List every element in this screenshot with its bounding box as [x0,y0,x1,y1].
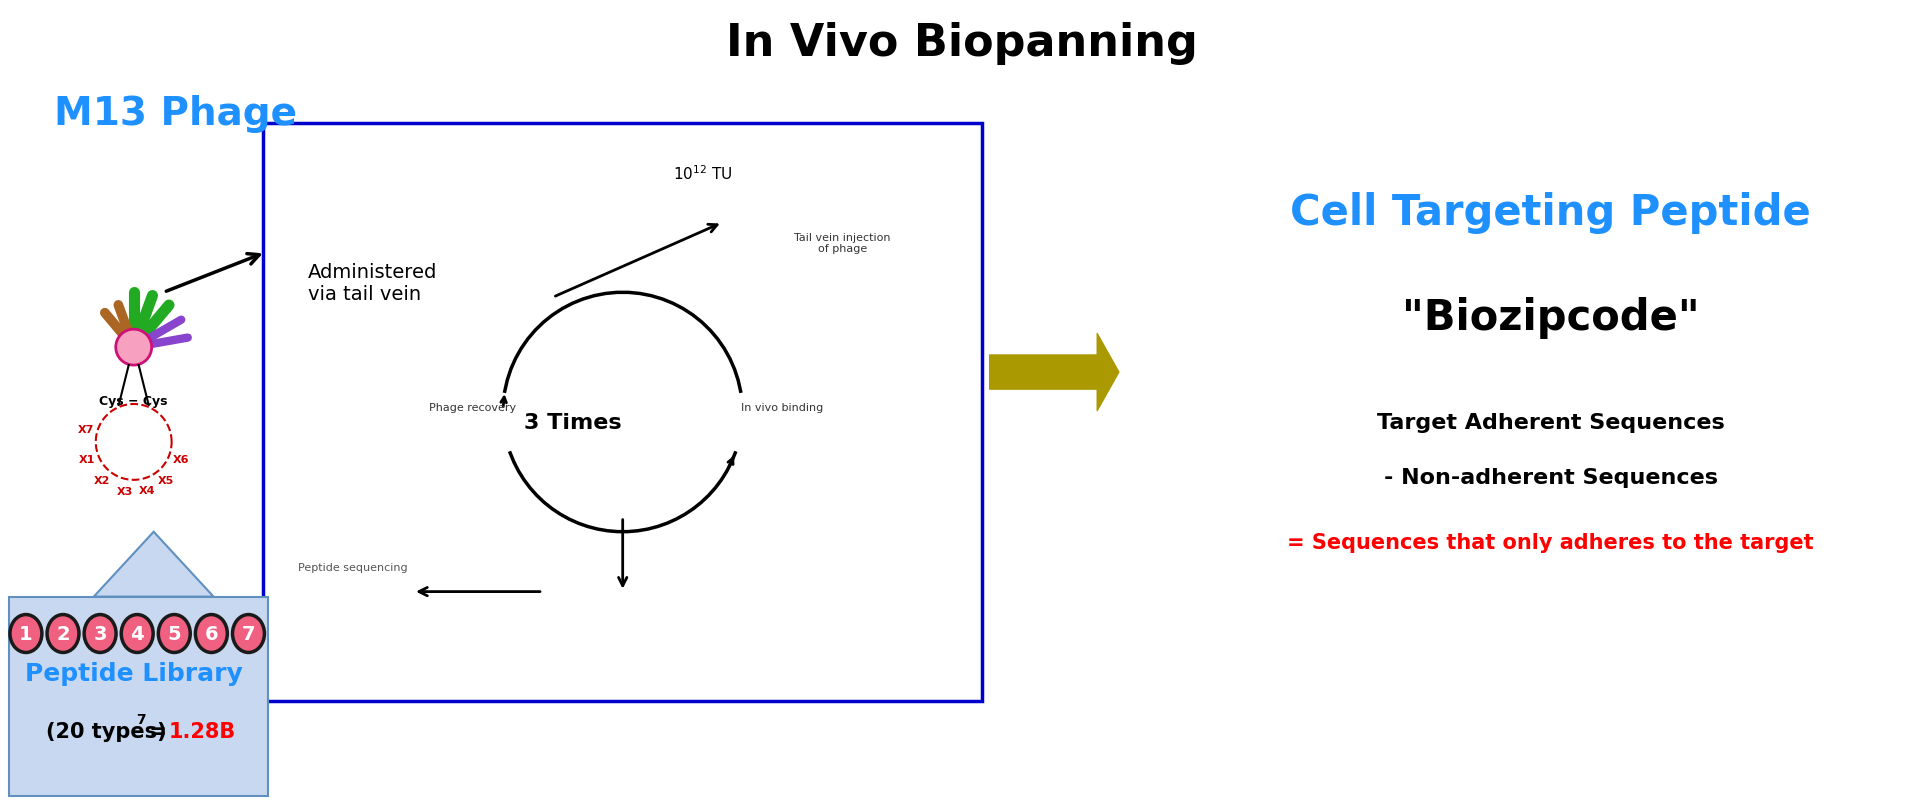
Text: X7: X7 [77,424,94,435]
Ellipse shape [121,615,154,653]
Text: =: = [142,722,175,741]
Text: = Sequences that only adheres to the target: = Sequences that only adheres to the tar… [1288,532,1814,552]
Text: 1.28B: 1.28B [169,722,236,741]
Text: In vivo binding: In vivo binding [741,403,824,412]
Text: X1: X1 [79,455,94,464]
Text: 3 Times: 3 Times [524,412,622,432]
Text: Cell Targeting Peptide: Cell Targeting Peptide [1290,192,1811,234]
Text: 1: 1 [19,624,33,643]
Text: Cys − Cys: Cys − Cys [100,394,167,407]
Text: Peptide sequencing: Peptide sequencing [298,562,409,572]
Text: M13 Phage: M13 Phage [54,95,298,132]
Ellipse shape [84,615,115,653]
Text: 6: 6 [205,624,219,643]
Ellipse shape [232,615,265,653]
Text: In Vivo Biopanning: In Vivo Biopanning [726,22,1198,65]
Ellipse shape [48,615,79,653]
FancyBboxPatch shape [263,124,981,702]
Text: 5: 5 [167,624,180,643]
Text: Peptide Library: Peptide Library [25,662,242,686]
Text: - Non-adherent Sequences: - Non-adherent Sequences [1384,468,1718,488]
Text: $10^{12}$ TU: $10^{12}$ TU [672,164,732,183]
Text: X5: X5 [157,476,175,485]
Text: X2: X2 [94,476,109,485]
Text: 2: 2 [56,624,69,643]
Text: 7: 7 [136,712,146,727]
Text: "Biozipcode": "Biozipcode" [1402,297,1699,338]
Text: Phage recovery: Phage recovery [430,403,516,412]
Circle shape [115,330,152,366]
Ellipse shape [10,615,42,653]
Polygon shape [94,532,213,597]
Text: 3: 3 [94,624,108,643]
Text: X3: X3 [117,487,132,496]
Ellipse shape [196,615,227,653]
FancyBboxPatch shape [10,597,269,796]
Text: X6: X6 [173,455,188,464]
Text: Tail vein injection
of phage: Tail vein injection of phage [795,233,891,253]
Text: Target Adherent Sequences: Target Adherent Sequences [1377,412,1724,432]
Text: Administered
via tail vein: Administered via tail vein [309,262,438,303]
Ellipse shape [157,615,190,653]
Text: 4: 4 [131,624,144,643]
Text: (20 types): (20 types) [46,722,167,741]
Text: 7: 7 [242,624,255,643]
Text: X4: X4 [138,485,156,496]
